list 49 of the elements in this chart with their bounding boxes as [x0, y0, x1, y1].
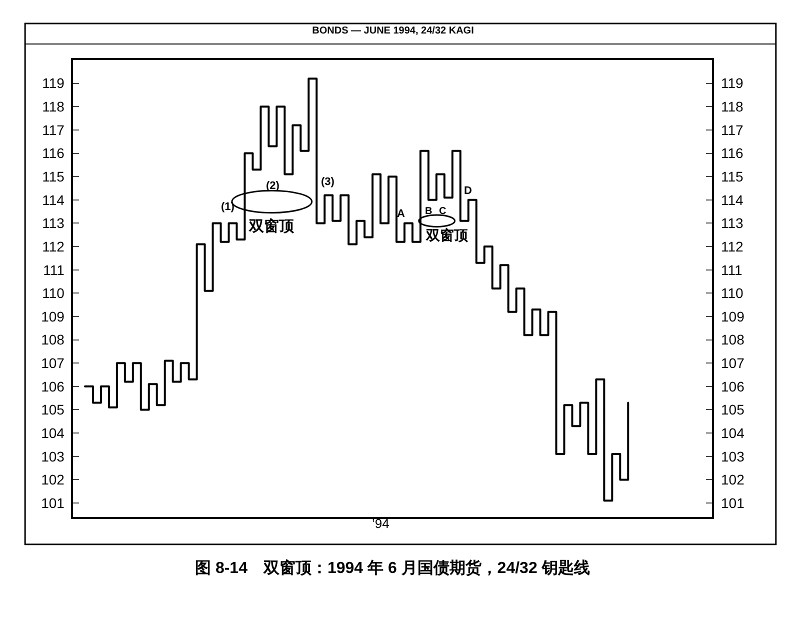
y-tick-label: 104 [41, 424, 65, 441]
y-tick-label: 109 [41, 308, 65, 324]
y-tick-label: 102 [41, 472, 65, 488]
y-tick-label: 106 [41, 378, 65, 394]
annotation: 双窗顶 [248, 217, 295, 235]
y-tick-label: 103 [41, 448, 65, 464]
y-tick-label: 112 [42, 238, 65, 254]
y2-tick-label: 119 [721, 75, 744, 92]
annotation: 双窗顶 [425, 227, 469, 243]
y-tick-label: 108 [41, 332, 65, 348]
y2-tick-label: 112 [721, 238, 744, 254]
y2-tick-label: 104 [721, 424, 745, 441]
y-tick-label: 118 [42, 98, 65, 115]
y2-tick-label: 113 [721, 215, 744, 232]
annotation: B [425, 206, 432, 217]
annotation: (3) [321, 176, 335, 188]
y2-tick-label: 116 [721, 145, 744, 162]
annotation: (2) [266, 180, 280, 192]
annotation: ’94 [372, 516, 390, 531]
y2-tick-label: 103 [721, 448, 745, 464]
y2-tick-label: 114 [721, 192, 744, 208]
y-tick-label: 107 [41, 355, 65, 372]
y-tick-label: 113 [42, 215, 65, 232]
annotation: D [464, 185, 472, 197]
y-tick-label: 105 [41, 402, 65, 418]
y2-tick-label: 105 [721, 402, 745, 418]
y2-tick-label: 106 [721, 378, 745, 394]
annotation: C [439, 206, 446, 217]
y2-tick-label: 110 [721, 285, 744, 302]
y2-tick-label: 102 [721, 472, 745, 488]
y-tick-label: 119 [42, 75, 65, 92]
y-tick-label: 115 [42, 168, 65, 184]
y-tick-label: 114 [42, 192, 65, 208]
y-tick-label: 101 [41, 494, 65, 511]
chart-title: BONDS — JUNE 1994, 24/32 KAGI [312, 25, 474, 36]
y-tick-label: 116 [42, 145, 65, 162]
y2-tick-label: 111 [721, 262, 742, 278]
y2-tick-label: 117 [721, 122, 744, 138]
y-tick-label: 110 [42, 285, 65, 302]
y2-tick-label: 118 [721, 98, 744, 115]
y-tick-label: 117 [42, 122, 65, 138]
caption: 图 8-14 双窗顶：1994 年 6 月国债期货，24/32 钥匙线 [195, 558, 590, 577]
annotation: A [397, 208, 405, 220]
y-tick-label: 111 [43, 262, 65, 278]
y2-tick-label: 108 [721, 332, 745, 348]
y2-tick-label: 101 [721, 494, 745, 511]
y2-tick-label: 107 [721, 355, 745, 372]
y2-tick-label: 109 [721, 308, 745, 324]
y2-tick-label: 115 [721, 168, 744, 184]
